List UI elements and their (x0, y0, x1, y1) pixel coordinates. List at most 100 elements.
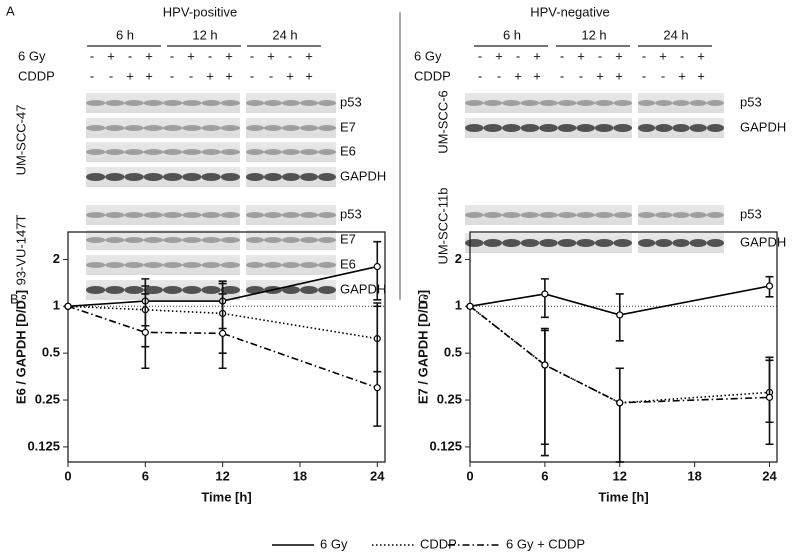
treatment-sign: - (516, 48, 520, 63)
blot-band (124, 100, 144, 106)
time-header: 24 h (663, 27, 688, 42)
blot-band (86, 212, 106, 218)
blot-band (163, 173, 183, 181)
blot-band (638, 239, 656, 247)
blot-band (201, 212, 221, 218)
treatment-sign: - (170, 48, 174, 63)
blot-band (220, 125, 240, 131)
blot-band (220, 149, 240, 155)
treatment-sign: - (288, 48, 292, 63)
time-header: 24 h (272, 27, 297, 42)
blot-band (300, 237, 318, 243)
treatment-sign: - (478, 68, 482, 83)
series-line (67, 265, 378, 308)
treatment-sign: + (145, 68, 153, 83)
treatment-sign: - (208, 48, 212, 63)
treatment-sign: - (661, 68, 665, 83)
blot-band (465, 100, 484, 106)
treatment-sign: + (495, 48, 503, 63)
blot-band (105, 149, 125, 155)
plot-frame (67, 231, 386, 463)
blot-band (539, 100, 558, 106)
blot-band (483, 239, 503, 247)
treatment-sign: + (145, 48, 153, 63)
blot-band (318, 237, 336, 243)
blot-band (264, 125, 282, 131)
y-tick-label: 0.125 (27, 438, 60, 453)
blot-band (143, 262, 163, 268)
error-bar (373, 302, 382, 427)
treatment-sign: - (189, 68, 193, 83)
blot-strip (465, 93, 632, 113)
blot-strip (465, 205, 632, 225)
blot-band (672, 239, 690, 247)
y-tick-label: 2 (455, 251, 462, 266)
treatment-sign: - (269, 68, 273, 83)
blot-band (576, 239, 595, 247)
blot-band (124, 237, 144, 243)
blot-band (483, 124, 503, 132)
blot-band (465, 212, 484, 218)
y-tick-label: 0.25 (35, 391, 60, 406)
time-header: 6 h (116, 27, 134, 42)
blot-strip (86, 255, 240, 275)
blot-band (201, 286, 221, 294)
y-axis-label: E7 / GAPDH [D/D₀] (415, 290, 430, 404)
series-line (67, 305, 378, 389)
blot-band (638, 212, 656, 218)
blot-band (638, 124, 656, 132)
treatment-label: 6 Gy (414, 48, 442, 63)
blot-band (86, 237, 106, 243)
blot-strip (246, 255, 336, 275)
protein-label: p53 (740, 94, 762, 109)
series-line (469, 285, 770, 316)
blot-band (124, 262, 144, 268)
treatment-sign: + (533, 48, 541, 63)
blot-band (143, 173, 163, 181)
blot-band (182, 212, 202, 218)
blot-band (318, 212, 336, 218)
blot-band (465, 124, 484, 132)
treatment-sign: + (678, 68, 686, 83)
blot-band (86, 286, 106, 294)
blot-band (124, 286, 144, 294)
blot-band (282, 262, 300, 268)
blot-strip (638, 93, 724, 113)
data-point (616, 311, 624, 319)
blot-band (124, 173, 144, 181)
blot-band (282, 237, 300, 243)
blot-band (557, 100, 577, 106)
blot-band (143, 149, 163, 155)
blot-band (576, 100, 595, 106)
blot-band (282, 100, 300, 106)
blot-band (318, 125, 336, 131)
blot-band (143, 286, 163, 294)
blot-band (220, 212, 240, 218)
blot-band (557, 239, 577, 247)
blot-band (201, 125, 221, 131)
blot-band (594, 100, 614, 106)
blot-band (655, 124, 673, 132)
blot-band (282, 125, 300, 131)
treatment-sign: - (90, 68, 94, 83)
x-tick-label: 0 (466, 468, 473, 483)
blot-band (706, 239, 725, 247)
data-point (219, 329, 227, 337)
blot-band (300, 262, 318, 268)
treatment-label: CDDP (18, 68, 55, 83)
blot-strip (86, 142, 240, 162)
blot-band (520, 100, 540, 106)
group-title: HPV-negative (530, 4, 610, 19)
blot-band (182, 125, 202, 131)
blot-band (520, 124, 540, 132)
treatment-sign: - (170, 68, 174, 83)
treatment-sign: - (579, 68, 583, 83)
blot-band (105, 100, 125, 106)
treatment-sign: + (615, 48, 623, 63)
blot-band (246, 100, 264, 106)
blot-band (124, 125, 144, 131)
y-tick-label: 1 (455, 298, 462, 313)
time-header: 12 h (192, 27, 217, 42)
blot-band (201, 100, 221, 106)
legend-label: 6 Gy + CDDP (506, 536, 585, 551)
